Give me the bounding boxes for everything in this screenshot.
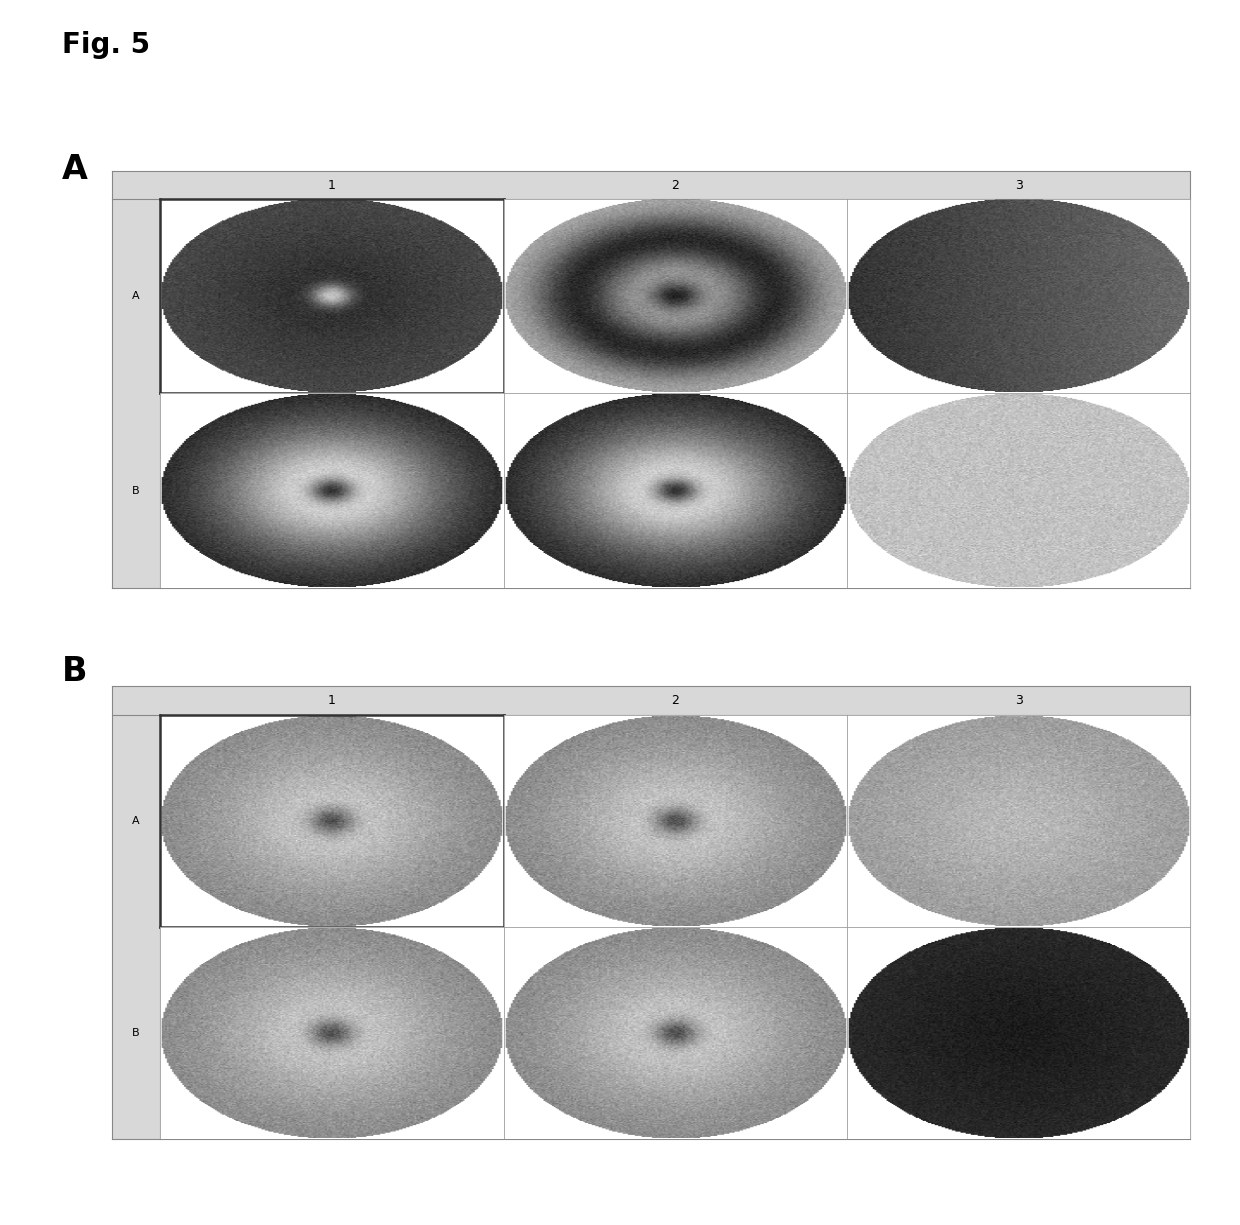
Text: 2: 2 <box>671 695 680 707</box>
Text: A: A <box>62 153 88 186</box>
Text: 3: 3 <box>1014 695 1023 707</box>
Text: B: B <box>133 485 140 496</box>
Text: A: A <box>133 290 140 301</box>
Text: Fig. 5: Fig. 5 <box>62 31 150 59</box>
Text: 3: 3 <box>1014 179 1023 191</box>
Text: 2: 2 <box>671 179 680 191</box>
Text: B: B <box>62 655 88 688</box>
Text: A: A <box>133 816 140 827</box>
Text: 1: 1 <box>327 695 336 707</box>
Text: 1: 1 <box>327 179 336 191</box>
Text: B: B <box>133 1028 140 1039</box>
